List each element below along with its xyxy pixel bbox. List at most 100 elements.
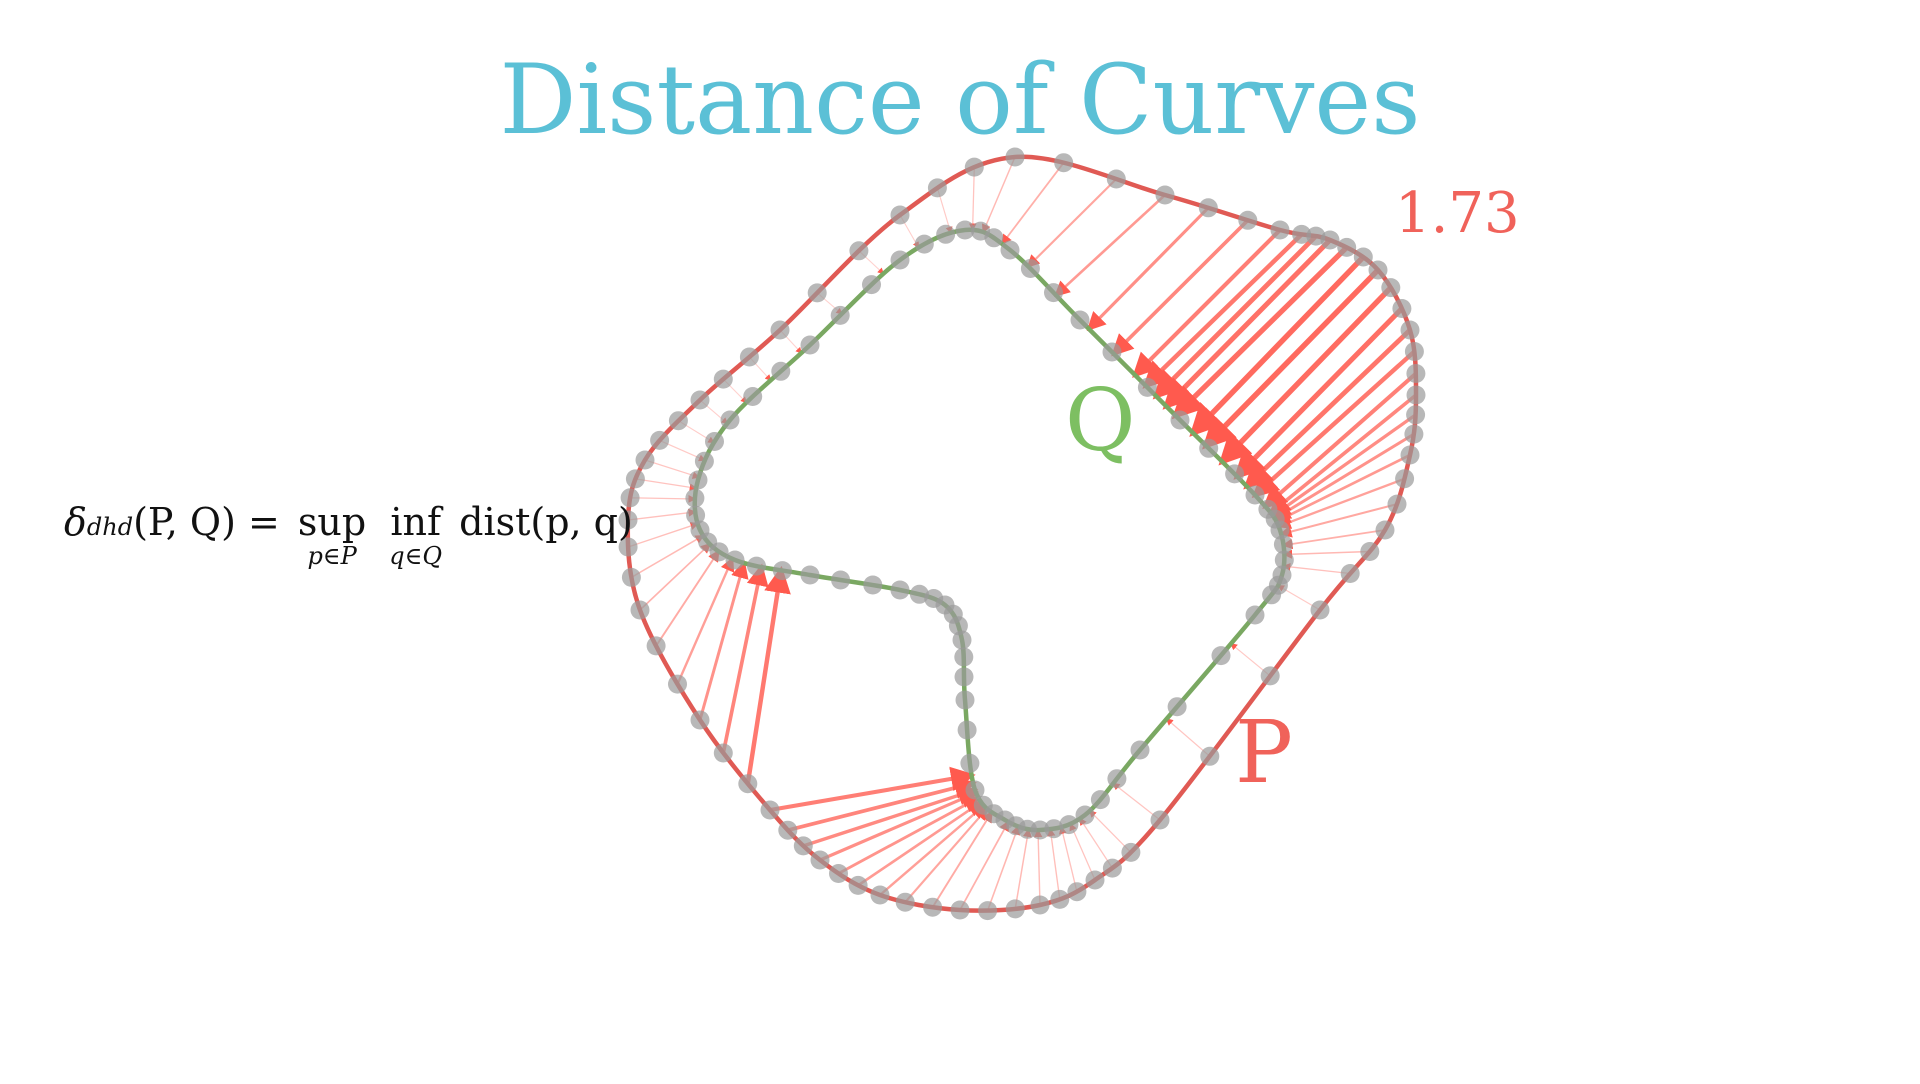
distance-arrow [1014, 828, 1032, 910]
sample-marker [829, 864, 848, 883]
sample-marker [621, 567, 641, 587]
sample-marker [725, 550, 745, 570]
sample-marker [1102, 858, 1122, 878]
sample-marker [1320, 230, 1340, 250]
distance-arrow [1111, 219, 1250, 357]
sample-marker [1070, 310, 1090, 330]
sample-marker [831, 570, 851, 590]
sample-marker [1404, 424, 1424, 444]
sample-marker [685, 488, 705, 508]
sample-marker [1155, 185, 1175, 205]
sample-marker [890, 580, 910, 600]
sample-marker [738, 774, 758, 794]
sample-marker [895, 892, 915, 912]
sample-marker [863, 575, 883, 595]
distance-arrow [1069, 822, 1096, 881]
distance-arrow [968, 167, 977, 232]
sample-marker [743, 387, 763, 406]
sample-marker [923, 897, 943, 917]
sample-marker [1059, 815, 1079, 835]
sample-marker [954, 667, 974, 687]
distance-arrow [1274, 453, 1411, 523]
sample-marker [1245, 485, 1265, 505]
distance-arrow [1272, 432, 1415, 521]
sample-marker [1075, 805, 1095, 825]
distance-arrow [1262, 371, 1418, 509]
distance-arrow [1033, 828, 1043, 906]
sample-marker [1137, 377, 1157, 397]
sample-marker [1368, 260, 1388, 280]
sample-marker [1375, 520, 1395, 540]
sample-marker [964, 157, 984, 177]
sample-marker [810, 850, 830, 870]
sample-marker [1353, 247, 1373, 267]
distance-arrow [631, 534, 705, 579]
sample-marker [688, 470, 708, 490]
sample-marker [927, 178, 947, 198]
distance-arrow [1152, 234, 1318, 400]
sample-marker [686, 505, 706, 525]
sample-marker [1102, 342, 1122, 362]
distance-arrow [931, 810, 993, 908]
distance-arrow [857, 800, 984, 887]
distance-arrow [981, 156, 1016, 234]
formula-args: (P, Q) = [133, 500, 280, 544]
sample-marker [1107, 769, 1127, 789]
sample-marker [849, 241, 869, 261]
distance-arrow [1142, 232, 1304, 389]
sample-marker [957, 720, 977, 740]
distance-arrow [1088, 809, 1132, 853]
sample-marker [1085, 870, 1105, 890]
sample-marker [955, 220, 975, 240]
sample-marker [955, 690, 975, 710]
sample-marker [965, 780, 985, 800]
curve-p-label: P [1235, 703, 1293, 803]
formula-delta-subscript: dhd [86, 513, 134, 541]
sample-marker [1225, 464, 1245, 484]
sample-marker [747, 556, 766, 576]
sample-marker [618, 537, 638, 557]
curve-q-label: Q [1065, 371, 1136, 471]
distance-arrow [1162, 238, 1332, 410]
distance-arrow [655, 549, 720, 647]
distance-arrow [986, 825, 1020, 911]
distance-arrow [1282, 549, 1370, 559]
sample-marker [690, 520, 710, 540]
sample-marker [705, 432, 724, 451]
sample-marker [848, 875, 868, 895]
distance-arrow [1202, 268, 1380, 450]
sample-marker [936, 224, 956, 244]
distance-arrow [879, 804, 986, 896]
sample-marker [1054, 153, 1074, 173]
sample-marker [668, 411, 688, 431]
formula-inf-subscript: q∈Q [389, 542, 443, 570]
sample-marker [1404, 342, 1424, 361]
sample-marker [1245, 605, 1265, 625]
distance-value-label: 1.73 [1395, 181, 1520, 246]
distance-arrow [698, 560, 749, 721]
sample-marker [635, 450, 655, 470]
sample-marker [1170, 410, 1190, 430]
distance-arrow [1243, 328, 1412, 490]
sample-marker [862, 275, 881, 295]
distance-arrow [1189, 255, 1366, 437]
sample-marker [1260, 666, 1280, 686]
sample-marker [778, 820, 798, 840]
sample-marker [870, 885, 890, 905]
distance-arrow [1268, 393, 1418, 516]
sample-marker [1005, 147, 1025, 167]
sample-marker [1387, 494, 1407, 514]
sample-marker [720, 410, 740, 430]
sample-marker [830, 305, 850, 325]
distance-arrow [639, 543, 711, 611]
sample-marker [713, 369, 733, 389]
sample-marker [978, 901, 998, 921]
distance-arrows [627, 156, 1418, 911]
sample-marker [1000, 240, 1020, 260]
sample-marker [1400, 445, 1420, 465]
sample-marker [1198, 198, 1218, 218]
distance-arrow [1112, 782, 1161, 821]
distance-arrow [635, 478, 698, 492]
sample-marker [1005, 899, 1025, 919]
